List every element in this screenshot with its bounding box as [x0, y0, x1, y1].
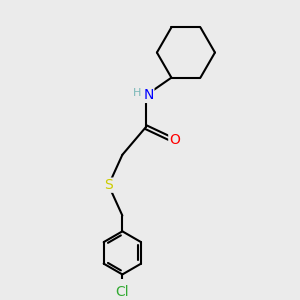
Text: O: O — [169, 133, 180, 147]
Text: Cl: Cl — [116, 285, 129, 299]
Text: H: H — [133, 88, 141, 98]
Text: N: N — [143, 88, 154, 102]
Text: S: S — [104, 178, 113, 192]
